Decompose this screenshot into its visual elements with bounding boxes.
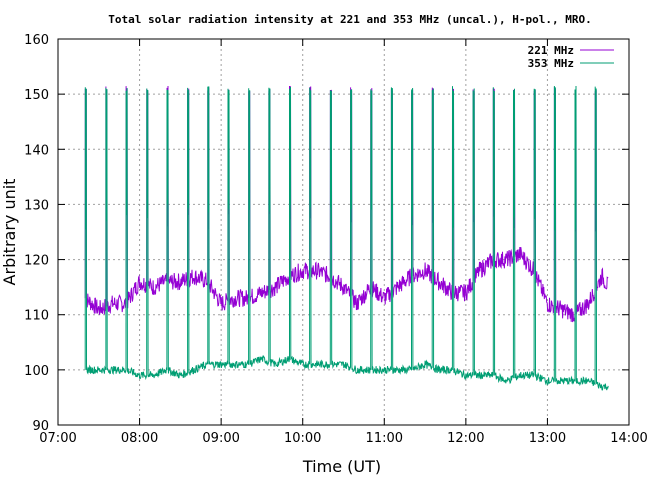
- chart-title: Total solar radiation intensity at 221 a…: [108, 13, 591, 26]
- series-line-353-mhz: [84, 85, 609, 391]
- y-tick-label: 120: [24, 254, 49, 269]
- x-tick-label: 10:00: [284, 431, 321, 446]
- axes: 90 100 110 120 130 140 150 160 07:00 08:00 09:00 10…: [24, 33, 648, 446]
- x-axis-label: Time (UT): [302, 457, 381, 476]
- y-tick-label: 130: [24, 198, 49, 213]
- y-axis-label: Arbitrary unit: [0, 179, 19, 286]
- legend-label: 221 MHz: [528, 44, 574, 57]
- grid: [58, 39, 629, 425]
- y-tick-label: 160: [24, 33, 49, 48]
- x-tick-label: 12:00: [447, 431, 484, 446]
- x-tick-label: 14:00: [610, 431, 647, 446]
- plot-border: [57, 38, 630, 426]
- y-tick-label: 90: [32, 419, 49, 434]
- y-tick-label: 100: [24, 364, 49, 379]
- y-tick-label: 140: [24, 143, 49, 158]
- x-tick-label: 09:00: [202, 431, 239, 446]
- x-tick-label: 13:00: [529, 431, 566, 446]
- y-tick-label: 110: [24, 309, 49, 324]
- series-line-221-mhz: [84, 85, 609, 323]
- legend-label: 353 MHz: [528, 57, 574, 70]
- plot-area: [84, 85, 609, 391]
- y-tick-label: 150: [24, 88, 49, 103]
- x-tick-label: 08:00: [121, 431, 158, 446]
- x-tick-label: 07:00: [39, 431, 76, 446]
- x-tick-label: 11:00: [366, 431, 403, 446]
